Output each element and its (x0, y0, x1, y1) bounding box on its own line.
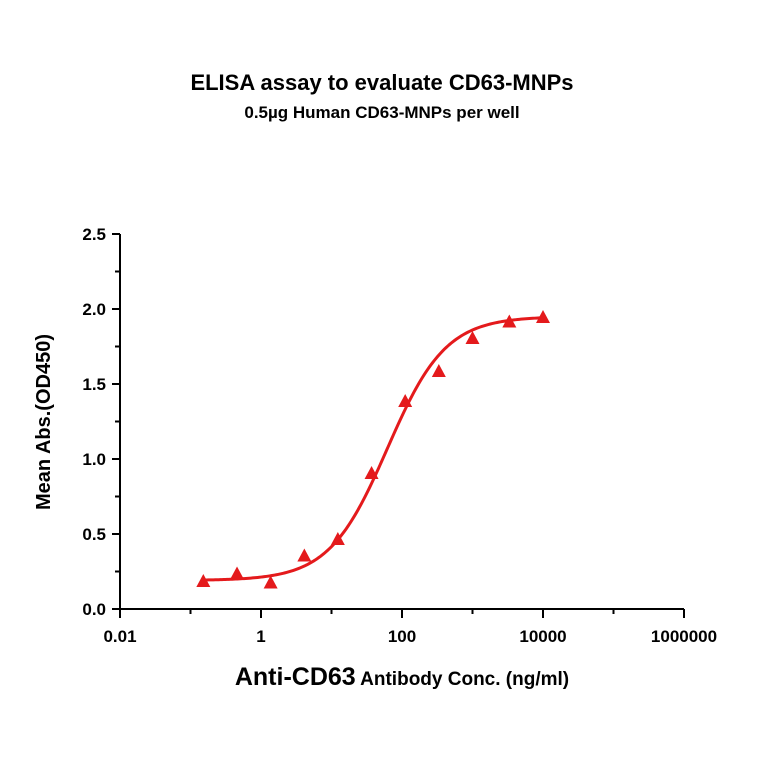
data-points (196, 309, 550, 589)
data-point (330, 531, 345, 545)
fit-curve (203, 316, 544, 582)
data-point (297, 548, 312, 562)
x-tick-label: 100 (388, 627, 416, 646)
y-ticks: 0.0 0.5 1.0 1.5 2.0 2.5 (82, 225, 120, 619)
x-axis-label: Anti-CD63 Antibody Conc. (ng/ml) (0, 663, 764, 692)
x-ticks: 0.01 1 100 10000 1000000 (103, 609, 717, 646)
x-axis-label-main: Anti-CD63 (234, 663, 356, 691)
axes (119, 234, 684, 610)
data-point (398, 393, 413, 407)
y-axis-label: Mean Abs.(OD450) (33, 334, 55, 510)
y-tick-label: 2.5 (82, 225, 106, 244)
data-point (431, 363, 446, 377)
y-tick-label: 0.0 (82, 600, 106, 619)
y-tick-label: 1.0 (82, 450, 106, 469)
data-point (536, 309, 550, 323)
x-tick-label: 1000000 (651, 627, 717, 646)
x-tick-label: 10000 (519, 627, 566, 646)
data-point (230, 566, 245, 580)
data-point (502, 314, 517, 328)
chart-title: ELISA assay to evaluate CD63-MNPs (190, 70, 574, 95)
data-point (263, 575, 278, 589)
data-point (364, 465, 379, 479)
data-point (465, 330, 480, 344)
y-tick-label: 1.5 (82, 375, 106, 394)
x-tick-label: 0.01 (103, 627, 136, 646)
y-tick-label: 0.5 (82, 525, 106, 544)
x-tick-label: 1 (256, 627, 265, 646)
y-tick-label: 2.0 (82, 300, 106, 319)
chart-subtitle: 0.5µg Human CD63-MNPs per well (244, 103, 520, 122)
data-point (196, 573, 211, 587)
x-axis-label-rest: Antibody Conc. (ng/ml) (360, 669, 570, 690)
